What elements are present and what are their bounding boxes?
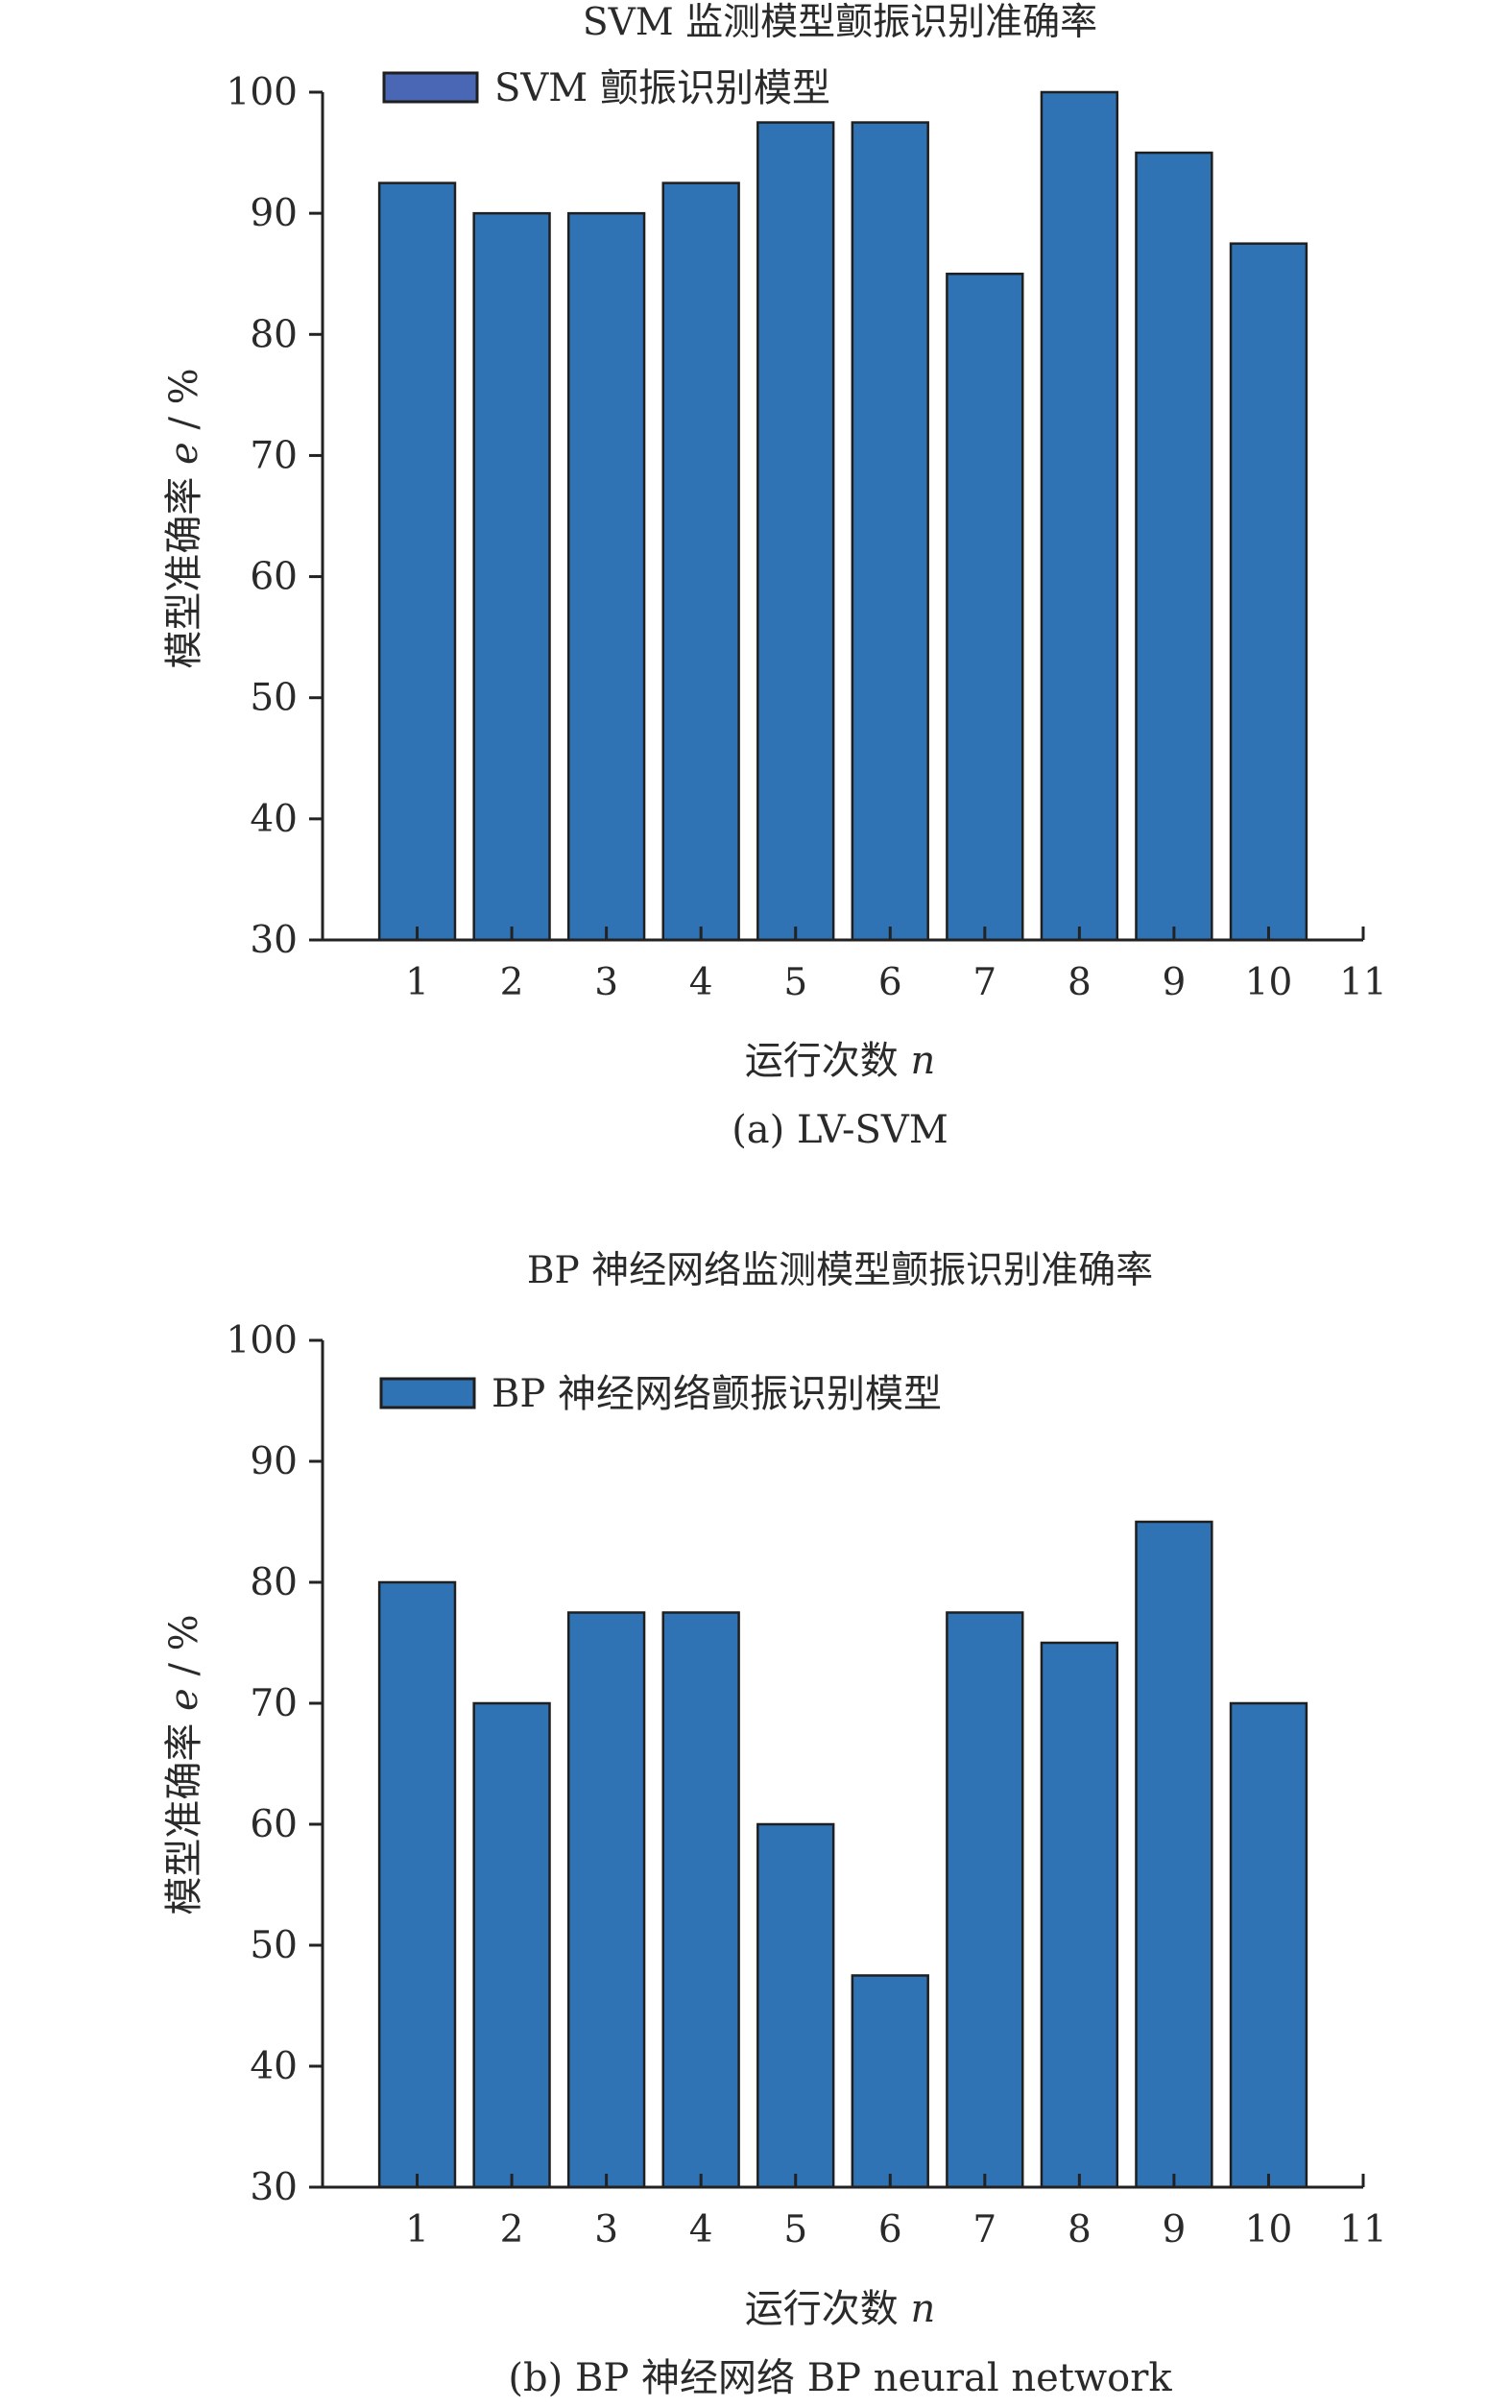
x-tick-label: 7 <box>972 961 996 1004</box>
plot-area: 30 40 50 60 70 80 90 100 1 2 3 4 5 6 7 8 9 10 11 <box>227 1319 1387 2251</box>
y-tick-label: 30 <box>250 919 298 962</box>
x-tick-label: 11 <box>1339 2208 1387 2251</box>
bar <box>756 1822 835 2189</box>
x-axis-label: 运行次数 n <box>745 1039 935 1083</box>
x-tick-label: 5 <box>783 961 807 1004</box>
y-tick-label: 90 <box>250 1440 298 1483</box>
bar <box>756 121 835 942</box>
y-tick-label: 90 <box>250 192 298 235</box>
y-axis-label: 模型准确率 e / % <box>162 1614 206 1914</box>
x-tick-label: 2 <box>500 2208 524 2251</box>
y-tick-label: 40 <box>250 2045 298 2088</box>
bar <box>946 272 1024 942</box>
y-tick-label: 80 <box>250 313 298 356</box>
x-tick-label: 4 <box>689 2208 713 2251</box>
x-tick-label: 3 <box>594 961 618 1004</box>
y-tick-label: 70 <box>250 1682 298 1725</box>
legend-swatch <box>379 1377 476 1409</box>
chart-title: BP 神经网络监测模型颤振识别准确率 <box>527 1249 1153 1292</box>
bar <box>851 1974 929 2189</box>
y-tick-label: 70 <box>250 434 298 477</box>
panel-b-bp-chart: BP 神经网络监测模型颤振识别准确率 30 40 50 60 70 80 90 100 1 2 3 4… <box>162 1249 1387 2400</box>
x-tick-label: 9 <box>1162 2208 1186 2251</box>
y-tick-label: 80 <box>250 1561 298 1604</box>
x-tick-label: 9 <box>1162 961 1186 1004</box>
y-tick-label: 60 <box>250 556 298 599</box>
legend-swatch <box>382 71 479 104</box>
bar <box>946 1611 1024 2189</box>
legend-label: BP 神经网络颤振识别模型 <box>492 1372 942 1416</box>
x-tick-label: 5 <box>783 2208 807 2251</box>
x-tick-label: 1 <box>405 961 429 1004</box>
bar <box>661 1611 740 2189</box>
bar <box>1040 1641 1119 2189</box>
plot-area: 30 40 50 60 70 80 90 100 1 2 3 4 5 6 7 8 9 10 11 <box>227 71 1387 1004</box>
bar <box>566 211 646 942</box>
y-tick-label: 100 <box>227 1319 298 1362</box>
y-tick-label: 50 <box>250 677 298 720</box>
y-axis-label: 模型准确率 e / % <box>162 368 206 668</box>
bar <box>1229 1701 1308 2189</box>
x-tick-label: 10 <box>1245 961 1293 1004</box>
figure-caption: (a) LV-SVM <box>732 1108 948 1152</box>
bar <box>851 121 929 942</box>
y-tick-label: 30 <box>250 2166 298 2209</box>
x-tick-label: 8 <box>1068 961 1092 1004</box>
y-tick-label: 40 <box>250 798 298 841</box>
bar <box>566 1611 646 2189</box>
x-tick-label: 11 <box>1339 961 1387 1004</box>
y-tick-label: 50 <box>250 1924 298 1967</box>
x-tick-label: 8 <box>1068 2208 1092 2251</box>
figure-caption: (b) BP 神经网络 BP neural network <box>508 2356 1172 2400</box>
bar <box>377 181 457 942</box>
x-tick-label: 6 <box>878 2208 902 2251</box>
bar <box>472 1701 551 2189</box>
x-tick-label: 10 <box>1245 2208 1293 2251</box>
x-tick-label: 2 <box>500 961 524 1004</box>
bar <box>1135 151 1213 942</box>
chart-title: SVM 监测模型颤振识别准确率 <box>583 1 1097 44</box>
x-tick-label: 7 <box>972 2208 996 2251</box>
legend-label: SVM 颤振识别模型 <box>494 66 830 110</box>
panel-a-svm-chart: SVM 监测模型颤振识别准确率 30 40 50 60 70 80 90 100 1 2 3 4 5 6 7… <box>162 1 1387 1152</box>
bar <box>1040 90 1119 942</box>
x-tick-label: 6 <box>878 961 902 1004</box>
x-axis-label: 运行次数 n <box>745 2287 935 2331</box>
x-tick-label: 3 <box>594 2208 618 2251</box>
y-tick-label: 60 <box>250 1803 298 1846</box>
x-tick-label: 1 <box>405 2208 429 2251</box>
bar <box>377 1580 457 2189</box>
y-tick-label: 100 <box>227 71 298 114</box>
x-tick-label: 4 <box>689 961 713 1004</box>
bar <box>472 211 551 942</box>
bar <box>1229 242 1308 942</box>
bar <box>1135 1520 1213 2189</box>
bar <box>661 181 740 942</box>
